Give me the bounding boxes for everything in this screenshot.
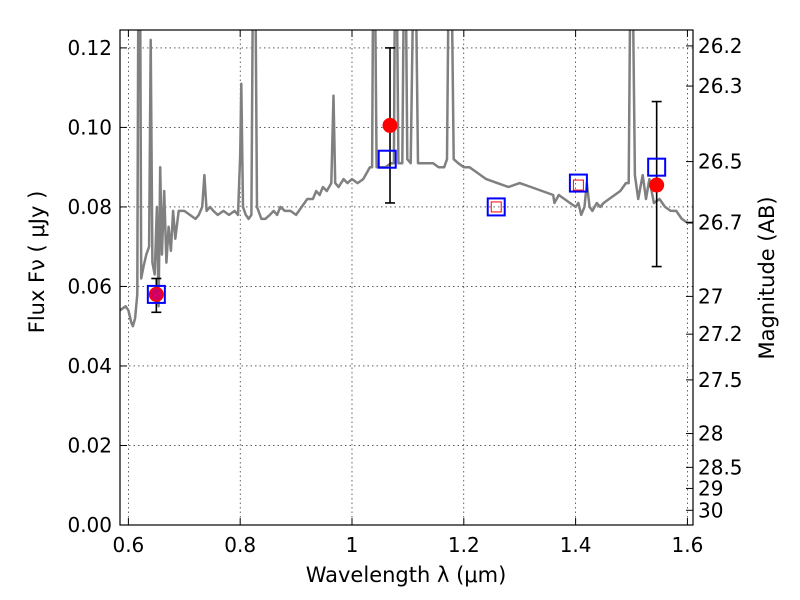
mag-tick-label: 26.3 (698, 74, 743, 98)
synthetic-photometry-marker (146, 284, 166, 304)
mag-tick-label: 27.2 (698, 322, 743, 346)
y-tick-label: 0.12 (67, 36, 112, 60)
marker-layer (146, 47, 667, 314)
x-tick-label: 1 (346, 533, 359, 557)
y-axis-label: Flux Fν ( μJy ) (25, 191, 49, 334)
mag-tick-label: 26.2 (698, 34, 743, 58)
y-tick-label: 0.02 (67, 433, 112, 457)
ticks: 0.6 0.8 1 1.2 1.4 1.6 0.00 0.02 0.04 0.06 0.08 0.10… (67, 30, 743, 557)
observed-point-marker (382, 117, 398, 133)
y-tick-label: 0.00 (67, 513, 112, 537)
model-point-marker (572, 179, 584, 191)
mag-tick-label: 27 (698, 284, 723, 308)
y-axis-right-label: Magnitude (AB) (755, 196, 779, 359)
mag-tick-label: 28.5 (698, 455, 743, 479)
y-tick-label: 0.10 (67, 115, 112, 139)
mag-tick-label: 26.7 (698, 210, 743, 234)
x-axis-label: Wavelength λ (μm) (306, 563, 507, 587)
mag-tick-label: 28 (698, 422, 723, 446)
x-tick-label: 1.4 (560, 533, 592, 557)
observed-point-marker (649, 177, 665, 193)
overlap-marker (150, 288, 163, 301)
mag-tick-label: 29 (698, 476, 723, 500)
synthetic-photometry-marker (486, 197, 506, 217)
mag-tick-label: 27.5 (698, 368, 743, 392)
y-tick-label: 0.06 (67, 274, 112, 298)
plot-frame (119, 29, 694, 526)
y-tick-label: 0.08 (67, 195, 112, 219)
grid (120, 30, 693, 526)
synthetic-photometry-marker (377, 149, 397, 169)
synthetic-photometry-marker (647, 157, 667, 177)
mag-tick-label: 26.5 (698, 150, 743, 174)
synthetic-photometry-marker (568, 173, 588, 193)
model-point-marker (490, 201, 502, 213)
y-tick-label: 0.04 (67, 354, 112, 378)
x-tick-label: 1.6 (672, 533, 704, 557)
mag-tick-label: 30 (698, 498, 723, 522)
x-tick-label: 0.6 (112, 533, 144, 557)
x-tick-label: 1.2 (448, 533, 480, 557)
x-tick-label: 0.8 (224, 533, 256, 557)
